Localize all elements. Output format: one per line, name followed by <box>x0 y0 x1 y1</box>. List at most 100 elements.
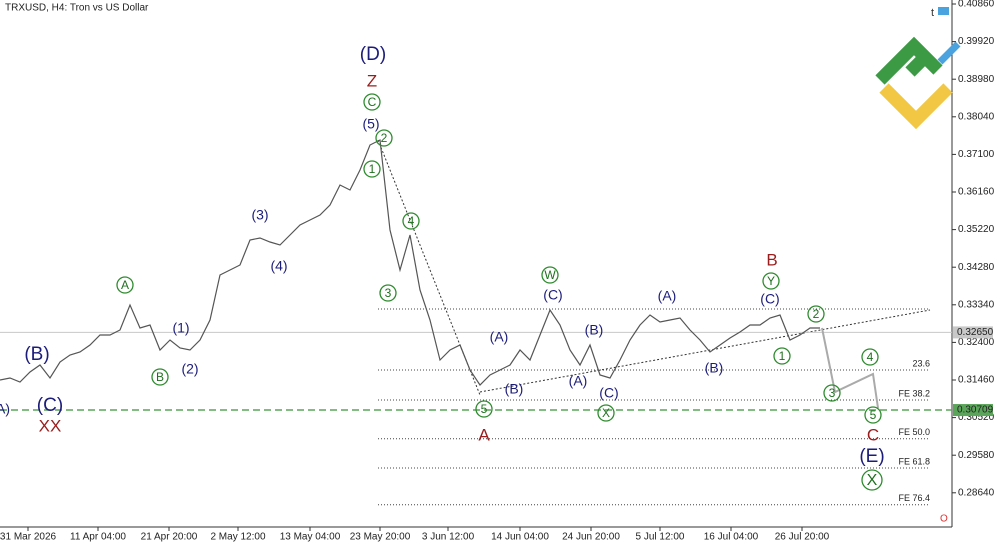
x-tick-label: 21 Apr 20:00 <box>141 532 198 543</box>
wave-label: A <box>121 278 129 292</box>
x-tick-label: 13 May 04:00 <box>280 532 341 543</box>
wave-circle <box>375 129 393 147</box>
x-tick-label: 14 Jun 04:00 <box>491 532 549 543</box>
x-tick-label: 24 Jun 20:00 <box>562 532 620 543</box>
wave-circle <box>762 272 780 290</box>
wave-label: (D) <box>360 44 386 65</box>
y-tick-label: 0.36160 <box>958 187 995 198</box>
wave-label: 4 <box>408 214 415 228</box>
wave-circle <box>363 160 381 178</box>
wave-label: (A) <box>569 373 588 389</box>
wave-circle <box>363 93 381 111</box>
wave-label: C <box>368 95 377 109</box>
y-tick-label: 0.33340 <box>958 299 995 310</box>
icon[interactable] <box>938 7 949 15</box>
level-label: FE 61.8 <box>898 456 930 466</box>
wave-label: 2 <box>813 307 820 321</box>
x-tick-label: 23 May 20:00 <box>350 532 411 543</box>
wave-label: A) <box>0 401 10 417</box>
wave-label: (B) <box>585 322 604 338</box>
x-tick-label: 2 May 12:00 <box>210 532 265 543</box>
y-tick-label: 0.30520 <box>958 412 995 423</box>
wave-label: 5 <box>870 408 877 422</box>
y-tick-label: 0.29580 <box>958 450 995 461</box>
wave-label: A <box>478 425 490 444</box>
wave-label: XX <box>39 416 62 435</box>
price-line-series <box>0 139 820 386</box>
wave-label: Y <box>767 274 775 288</box>
level-label: FE 76.4 <box>898 493 930 503</box>
y-tick-label: 0.35220 <box>958 224 995 235</box>
wave-label: 3 <box>385 286 392 300</box>
wave-circle <box>597 404 615 422</box>
wave-label: 4 <box>867 350 874 364</box>
y-tick-label: 0.38040 <box>958 111 995 122</box>
wave-label: (C) <box>543 287 562 303</box>
wave-label: (C) <box>37 395 63 416</box>
icon[interactable]: t <box>931 7 934 19</box>
wave-label: B <box>766 250 777 269</box>
level-label: FE 50.0 <box>898 427 930 437</box>
wave-label: (5) <box>362 116 379 132</box>
level-label: 23.6 <box>912 358 930 368</box>
y-tick-label: 0.31460 <box>958 375 995 386</box>
wave-label: (2) <box>181 361 198 377</box>
wave-circle <box>864 406 882 424</box>
wave-circle <box>807 305 825 323</box>
wave-label: 1 <box>369 162 376 176</box>
wave-label: 1 <box>779 349 786 363</box>
wave-label: W <box>544 268 556 282</box>
wave-label: Z <box>367 71 377 90</box>
wave-label: 2 <box>381 131 388 145</box>
wave-circle <box>475 400 493 418</box>
chart-title: TRXUSD, H4: Tron vs US Dollar <box>5 3 149 14</box>
wave-circle <box>151 368 169 386</box>
wave-circle <box>541 266 559 284</box>
price-line-series <box>821 327 879 409</box>
wave-label: (3) <box>251 207 268 223</box>
wave-label: C <box>867 425 879 444</box>
wave-label: (C) <box>760 291 779 307</box>
icon[interactable]: O <box>940 514 948 525</box>
price-label-box <box>953 404 993 417</box>
wave-label: (C) <box>599 385 618 401</box>
logo <box>875 36 961 130</box>
wave-label: (4) <box>270 258 287 274</box>
price-label: 0.30709 <box>957 405 994 416</box>
wave-label: (A) <box>490 329 509 345</box>
x-tick-label: 26 Jul 20:00 <box>775 532 830 543</box>
wave-circle <box>823 384 841 402</box>
wave-label: (1) <box>172 320 189 336</box>
y-tick-label: 0.39920 <box>958 36 995 47</box>
price-label: 0.32650 <box>957 327 994 338</box>
price-label-box <box>953 326 993 339</box>
x-tick-label: 31 Mar 2026 <box>0 532 57 543</box>
wave-circle <box>773 347 791 365</box>
wave-label: X <box>867 472 878 489</box>
x-tick-label: 5 Jul 12:00 <box>636 532 685 543</box>
wave-label: (A) <box>658 288 677 304</box>
x-tick-label: 16 Jul 04:00 <box>704 532 759 543</box>
wave-label: (E) <box>859 446 884 467</box>
wave-label: (B) <box>705 360 724 376</box>
wave-label: (B) <box>505 381 524 397</box>
y-tick-label: 0.34280 <box>958 262 995 273</box>
y-tick-label: 0.40860 <box>958 0 995 10</box>
level-label: FE 38.2 <box>898 388 930 398</box>
y-tick-label: 0.38980 <box>958 74 995 85</box>
y-tick-label: 0.37100 <box>958 149 995 160</box>
wave-label: (B) <box>24 344 49 365</box>
wave-circle <box>379 284 397 302</box>
wave-circle <box>861 469 883 491</box>
wave-circle <box>402 212 420 230</box>
x-tick-label: 3 Jun 12:00 <box>422 532 475 543</box>
x-tick-label: 11 Apr 04:00 <box>70 532 126 543</box>
y-tick-label: 0.28640 <box>958 487 995 498</box>
wave-label: X <box>602 406 610 420</box>
trend-line <box>479 309 931 393</box>
wave-label: 5 <box>481 402 488 416</box>
y-tick-label: 0.32400 <box>958 337 995 348</box>
wave-circle <box>861 348 879 366</box>
wave-label: B <box>156 370 164 384</box>
